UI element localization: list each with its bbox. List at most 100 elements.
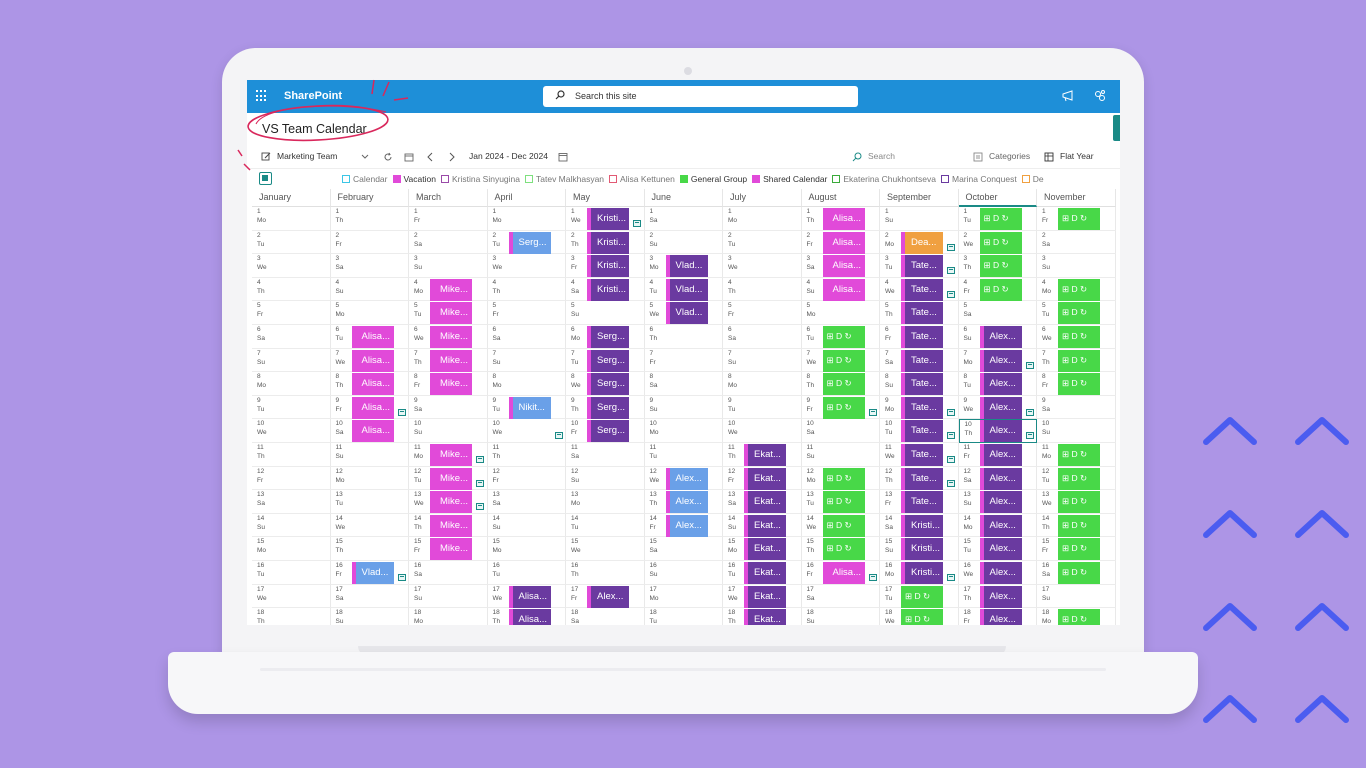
calendar-event[interactable]: Mike... <box>430 373 472 396</box>
day-cell[interactable]: 13 We <box>409 490 488 514</box>
day-cell[interactable]: 15 Mo <box>252 537 331 561</box>
calendar-event[interactable]: Kristi... <box>587 208 629 230</box>
day-cell[interactable]: 7 Th <box>409 348 488 373</box>
day-cell[interactable]: 10 We <box>252 419 331 443</box>
day-cell[interactable]: 7 Tu <box>566 348 645 373</box>
day-cell[interactable]: 3 Tu <box>880 254 959 278</box>
day-cell[interactable]: 18 Th <box>252 608 331 625</box>
calendar-event[interactable]: Tate... <box>901 444 943 466</box>
group-event[interactable]: ⊞ D ↻ <box>1058 538 1100 561</box>
day-cell[interactable]: 18 We <box>880 608 959 625</box>
day-cell[interactable]: 11 Th <box>487 443 566 467</box>
view-selector[interactable]: Flat Year <box>1060 151 1094 161</box>
calendar-event[interactable]: Tate... <box>901 326 943 348</box>
group-event[interactable]: ⊞ D ↻ <box>1058 302 1100 325</box>
calendar-event[interactable]: Alisa... <box>351 373 394 396</box>
day-cell[interactable]: 10 Tu <box>880 419 959 443</box>
calendar-event[interactable]: Kristi... <box>901 538 943 561</box>
calendar-event[interactable]: Alisa... <box>351 396 394 419</box>
day-cell[interactable]: 3 Sa <box>330 254 409 278</box>
day-cell[interactable]: 9 Tu <box>723 395 802 420</box>
previous-icon[interactable] <box>426 152 436 162</box>
day-cell[interactable]: 7 Fr <box>644 348 723 373</box>
day-cell[interactable]: 17 We <box>487 584 566 609</box>
day-cell[interactable]: 3 We <box>487 254 566 278</box>
group-event[interactable]: ⊞ D ↻ <box>822 491 865 514</box>
legend-item[interactable]: General Group <box>679 174 747 184</box>
calendar-event[interactable]: Alex... <box>979 396 1022 419</box>
day-cell[interactable]: 16 Tu <box>487 561 566 585</box>
calendar-event[interactable]: Serg... <box>587 420 629 443</box>
calendar-event[interactable]: Tate... <box>901 255 943 278</box>
day-cell[interactable]: 16 Su <box>644 561 723 585</box>
day-cell[interactable]: 12 Th <box>880 466 959 491</box>
group-event[interactable]: ⊞ D ↻ <box>822 538 865 561</box>
day-cell[interactable]: 1 Mo <box>252 207 331 231</box>
day-cell[interactable]: 13 Fr <box>880 490 959 514</box>
month-header[interactable]: August <box>801 189 880 207</box>
day-cell[interactable]: 6 Mo <box>566 325 645 349</box>
group-event[interactable]: ⊞ D ↻ <box>1058 208 1100 230</box>
calendar-event[interactable]: Mike... <box>430 349 472 372</box>
month-header[interactable]: July <box>723 189 802 207</box>
calendar-event[interactable]: Vlad... <box>665 302 708 325</box>
edit-icon[interactable] <box>261 152 271 162</box>
calendar-event[interactable]: Serg... <box>587 349 629 372</box>
legend-item[interactable]: Vacation <box>392 174 436 184</box>
day-cell[interactable]: 4 Th <box>252 277 331 302</box>
calendar-event[interactable]: Alex... <box>979 467 1022 490</box>
day-cell[interactable]: 4 Mo <box>409 277 488 302</box>
day-cell[interactable]: 12 Fr <box>252 466 331 491</box>
day-cell[interactable]: 1 Mo <box>723 207 802 231</box>
group-event[interactable]: ⊞ D ↻ <box>822 349 865 372</box>
day-cell[interactable]: 1 Mo <box>487 207 566 231</box>
day-cell[interactable]: 9 We <box>958 395 1037 420</box>
calendar-event[interactable]: Ekat... <box>744 609 786 625</box>
day-cell[interactable]: 2 Mo <box>880 230 959 255</box>
day-cell[interactable]: 8 Th <box>330 372 409 396</box>
calendar-event[interactable]: Tate... <box>901 491 943 514</box>
calendar-event[interactable]: Serg... <box>508 231 551 254</box>
day-cell[interactable]: 1 Su <box>880 207 959 231</box>
group-event[interactable]: ⊞ D ↻ <box>1058 491 1100 514</box>
day-cell[interactable]: 6 Fr <box>880 325 959 349</box>
legend-item[interactable]: Ekaterina Chukhontseva <box>832 174 936 184</box>
calendar-event[interactable]: Alisa... <box>822 208 865 230</box>
calendar-event[interactable]: Alex... <box>979 444 1022 466</box>
day-cell[interactable]: 16 Sa <box>409 561 488 585</box>
day-cell[interactable]: 3 We <box>252 254 331 278</box>
calendar-event[interactable]: Tate... <box>901 373 943 396</box>
day-cell[interactable]: 11 Th <box>723 443 802 467</box>
calendar-event[interactable]: Vlad... <box>351 562 394 584</box>
day-cell[interactable]: 9 Mo <box>880 395 959 420</box>
day-cell[interactable]: 6 Sa <box>252 325 331 349</box>
calendar-event[interactable]: Alex... <box>979 609 1022 625</box>
calendar-event[interactable]: Mike... <box>430 514 472 537</box>
day-cell[interactable]: 16 Sa <box>1037 561 1116 585</box>
calendar-event[interactable]: Mike... <box>430 302 472 325</box>
day-cell[interactable]: 7 We <box>330 348 409 373</box>
day-cell[interactable]: 13 Th <box>644 490 723 514</box>
team-selector[interactable]: Marketing Team <box>277 151 338 161</box>
calendar-event[interactable]: Alex... <box>979 349 1022 372</box>
share-icon[interactable] <box>1093 89 1107 103</box>
day-cell[interactable]: 13 Sa <box>487 490 566 514</box>
app-name[interactable]: SharePoint <box>284 90 343 102</box>
day-cell[interactable]: 5 Mo <box>330 301 409 325</box>
day-cell[interactable]: 1 Tu <box>958 207 1037 231</box>
calendar-event[interactable]: Mike... <box>430 538 472 561</box>
categories-icon[interactable] <box>973 152 983 162</box>
group-event[interactable]: ⊞ D ↻ <box>979 278 1022 301</box>
day-cell[interactable]: 16 Mo <box>880 561 959 585</box>
month-header[interactable]: May <box>566 189 645 207</box>
calendar-event[interactable]: Tate... <box>901 278 943 301</box>
calendar-event[interactable]: Alex... <box>979 538 1022 561</box>
day-cell[interactable]: 18 Su <box>331 608 409 625</box>
next-icon[interactable] <box>447 152 457 162</box>
day-cell[interactable]: 14 Su <box>252 513 331 538</box>
day-cell[interactable]: 18 Tu <box>645 608 723 625</box>
day-cell[interactable]: 9 Tu <box>487 395 566 420</box>
calendar-event[interactable]: Alex... <box>665 491 708 514</box>
calendar-event[interactable]: Kristi... <box>901 562 943 584</box>
day-cell[interactable]: 4 Tu <box>644 277 723 302</box>
